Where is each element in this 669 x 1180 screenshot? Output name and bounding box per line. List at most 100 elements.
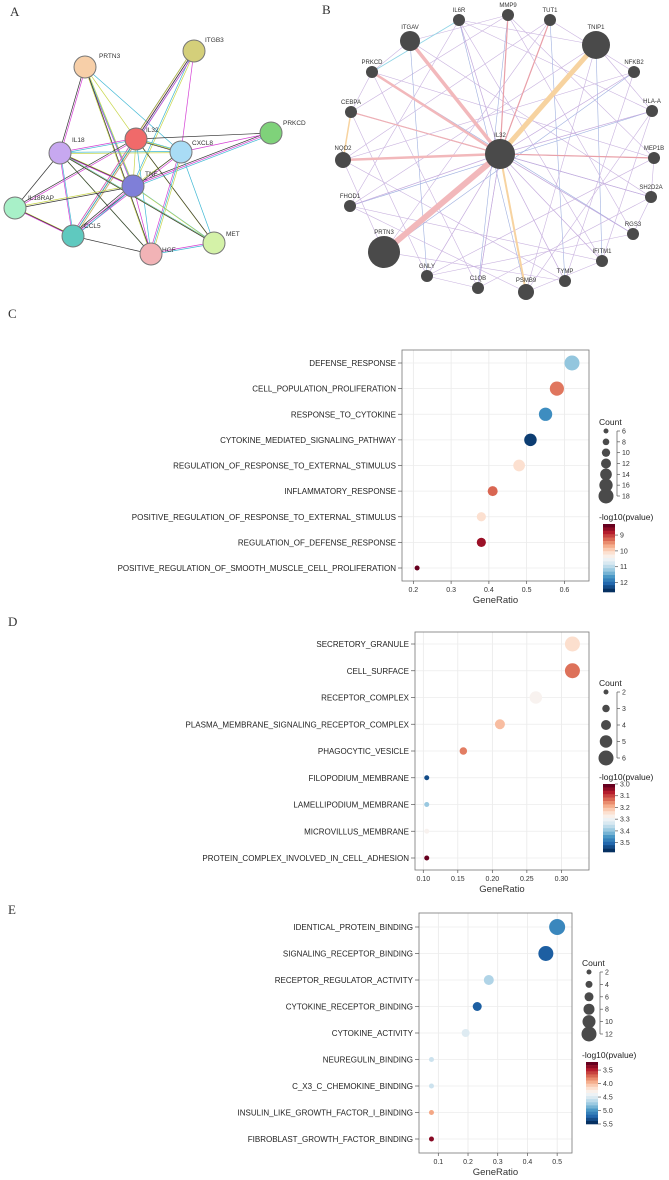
node-label: NFKB2 xyxy=(624,60,644,66)
protein-node xyxy=(3,196,27,220)
colorbar-segment xyxy=(603,575,615,579)
colorbar-segment xyxy=(586,1108,598,1112)
network-edge xyxy=(59,152,73,236)
network-edge xyxy=(180,132,272,153)
x-axis-title: GeneRatio xyxy=(473,595,518,606)
size-legend-label: 14 xyxy=(622,472,630,479)
size-legend-label: 10 xyxy=(605,1019,613,1026)
network-edge xyxy=(60,153,74,237)
gene-node xyxy=(335,152,351,168)
category-label: CELL_SURFACE xyxy=(347,667,409,676)
colorbar-label: 3.2 xyxy=(620,805,630,812)
network-edge xyxy=(650,157,655,198)
x-tick-label: 0.3 xyxy=(493,1159,503,1166)
size-legend-dot xyxy=(601,458,611,469)
x-tick-label: 0.15 xyxy=(451,876,465,883)
data-point xyxy=(424,855,430,861)
x-axis-title: GeneRatio xyxy=(473,1167,518,1178)
category-label: INFLAMMATORY_RESPONSE xyxy=(284,487,396,496)
colorbar-segment xyxy=(603,845,615,849)
gene-node xyxy=(627,228,639,240)
colorbar-segment xyxy=(603,571,615,576)
panel-label-e: E xyxy=(8,902,16,917)
network-edge xyxy=(349,205,603,262)
network-edge xyxy=(132,132,272,187)
string-network: PRTN3 ITGB3 IL32 PRKCD IL18 CXCL8 TNF IL18RAP CC… xyxy=(3,37,306,266)
colorbar-segment xyxy=(603,534,615,538)
category-label: CELL_POPULATION_PROLIFERATION xyxy=(252,385,396,394)
network-edge xyxy=(499,71,635,155)
colorbar-segment xyxy=(603,585,615,589)
size-legend-label: 12 xyxy=(605,1032,613,1039)
node-label: IL32 xyxy=(146,127,159,134)
colorbar-segment xyxy=(603,787,615,792)
network-edge xyxy=(59,151,181,153)
node-label: TNIP1 xyxy=(587,25,605,31)
size-legend-label: 6 xyxy=(622,756,626,763)
category-label: RECEPTOR_COMPLEX xyxy=(321,694,410,703)
network-edge xyxy=(477,153,501,289)
network-edge xyxy=(59,152,215,244)
x-tick-label: 0.6 xyxy=(560,587,570,594)
protein-node xyxy=(61,224,85,248)
colorbar-segment xyxy=(603,524,615,528)
colorbar-segment xyxy=(603,551,615,555)
x-tick-label: 0.20 xyxy=(486,876,500,883)
colorbar-segment xyxy=(586,1065,598,1069)
colorbar-segment xyxy=(603,561,615,566)
network-edge xyxy=(84,66,151,254)
node-label: HGF xyxy=(162,247,176,254)
colorbar-segment xyxy=(603,838,615,843)
size-legend-dot xyxy=(584,992,594,1002)
size-legend-label: 6 xyxy=(605,994,609,1001)
size-legend-label: 3 xyxy=(622,706,626,713)
network-edge xyxy=(73,186,135,238)
size-legend-dot xyxy=(582,1015,596,1029)
data-point xyxy=(428,1083,434,1089)
x-tick-label: 0.30 xyxy=(555,876,569,883)
size-legend-label: 4 xyxy=(605,982,609,989)
size-legend-title: Count xyxy=(582,958,605,968)
network-edge xyxy=(149,150,181,253)
network-edge xyxy=(135,132,272,140)
colorbar-segment xyxy=(603,818,615,822)
node-label: PRKCD xyxy=(283,120,306,127)
colorbar-segment xyxy=(603,821,615,826)
network-edge xyxy=(595,44,603,262)
network-edge xyxy=(61,153,135,188)
network-edge xyxy=(499,153,566,282)
colorbar-segment xyxy=(586,1074,598,1078)
data-point xyxy=(513,459,525,472)
colorbar-segment xyxy=(586,1083,598,1088)
network-edge xyxy=(60,139,137,154)
gene-node xyxy=(646,105,658,117)
node-label: NQO2 xyxy=(334,146,352,152)
colorbar-label: 9 xyxy=(620,533,624,540)
data-point xyxy=(524,433,537,447)
network-edge xyxy=(458,19,501,155)
data-point xyxy=(428,1136,434,1142)
x-tick-label: 0.10 xyxy=(416,876,430,883)
colorbar-segment xyxy=(603,794,615,798)
size-legend-label: 4 xyxy=(622,723,626,730)
category-label: FILOPODIUM_MEMBRANE xyxy=(309,774,409,783)
size-legend-dot xyxy=(585,980,593,988)
node-label: TNF xyxy=(145,171,158,178)
category-label: POSITIVE_REGULATION_OF_SMOOTH_MUSCLE_CEL… xyxy=(118,564,397,573)
network-edge xyxy=(499,153,652,198)
colorbar-segment xyxy=(603,784,615,788)
colorbar-segment xyxy=(586,1117,598,1122)
gene-node xyxy=(421,270,433,282)
protein-node xyxy=(169,140,193,164)
network-edge xyxy=(383,19,551,253)
colorbar-segment xyxy=(603,848,615,853)
data-point xyxy=(564,355,580,371)
category-label: FIBROBLAST_GROWTH_FACTOR_BINDING xyxy=(248,1135,413,1144)
node-label: MET xyxy=(226,231,240,238)
network-edge xyxy=(477,196,652,289)
color-legend-title: -log10(pvalue) xyxy=(599,772,654,782)
category-label: SIGNALING_RECEPTOR_BINDING xyxy=(283,950,413,959)
colorbar-segment xyxy=(603,814,615,819)
colorbar-segment xyxy=(603,541,615,545)
colorbar-segment xyxy=(603,581,615,586)
